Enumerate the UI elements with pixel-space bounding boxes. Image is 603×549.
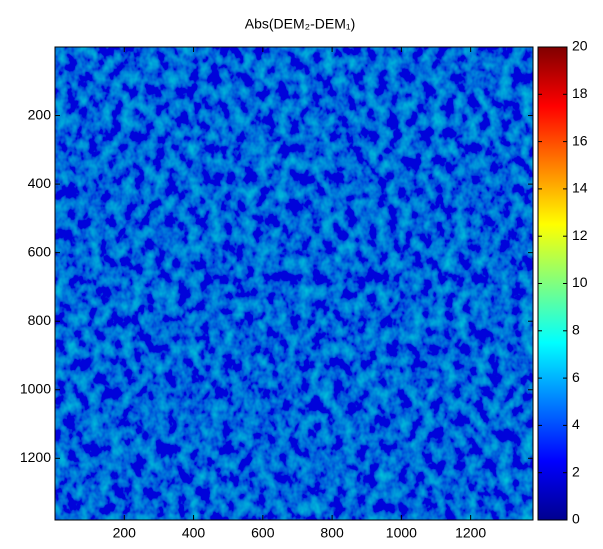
colorbar-tick-label: 20 [572,38,588,54]
y-tick-label: 600 [28,243,52,259]
y-tick-label: 1200 [20,449,51,465]
colorbar-tick-label: 2 [572,463,580,479]
y-tick-label: 400 [28,175,52,191]
x-tick-label: 800 [320,525,344,541]
colorbar-tick-label: 8 [572,322,580,338]
y-tick-label: 800 [28,312,52,328]
colorbar-tick-label: 6 [572,369,580,385]
colorbar-tick-label: 0 [572,511,580,527]
x-tick-label: 400 [182,525,206,541]
y-tick-label: 1000 [20,380,51,396]
y-tick-label: 200 [28,106,52,122]
chart-title: Abs(DEM₂-DEM₁) [245,16,356,32]
colorbar-tick-label: 4 [572,416,580,432]
x-tick-label: 1200 [455,525,486,541]
colorbar-tick-label: 10 [572,274,588,290]
colorbar-tick-label: 12 [572,227,588,243]
x-tick-label: 1000 [386,525,417,541]
colorbar-tick-label: 16 [572,132,588,148]
colorbar-tick-label: 18 [572,85,588,101]
colorbar-tick-label: 14 [572,180,588,196]
image-texture [55,47,533,520]
x-tick-label: 200 [113,525,137,541]
colorbar [538,47,567,520]
chart: Abs(DEM₂-DEM₁) 2004006008001000120020040… [0,0,603,544]
x-tick-label: 600 [251,525,275,541]
